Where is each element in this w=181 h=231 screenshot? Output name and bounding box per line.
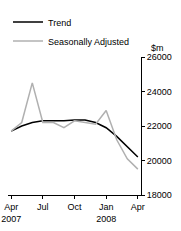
svg-text:$m: $m [151,43,164,53]
svg-text:18000: 18000 [147,190,172,200]
svg-text:Jul: Jul [37,202,49,212]
svg-text:Apr: Apr [131,202,145,212]
svg-text:Jan2008: Jan2008 [96,202,116,224]
svg-text:24000: 24000 [147,87,172,97]
svg-text:Apr2007: Apr2007 [1,202,21,224]
svg-text:20000: 20000 [147,156,172,166]
svg-text:Trend: Trend [48,18,71,28]
svg-text:26000: 26000 [147,52,172,62]
svg-text:Seasonally Adjusted: Seasonally Adjusted [48,37,129,47]
svg-text:Oct: Oct [67,202,82,212]
svg-text:22000: 22000 [147,121,172,131]
